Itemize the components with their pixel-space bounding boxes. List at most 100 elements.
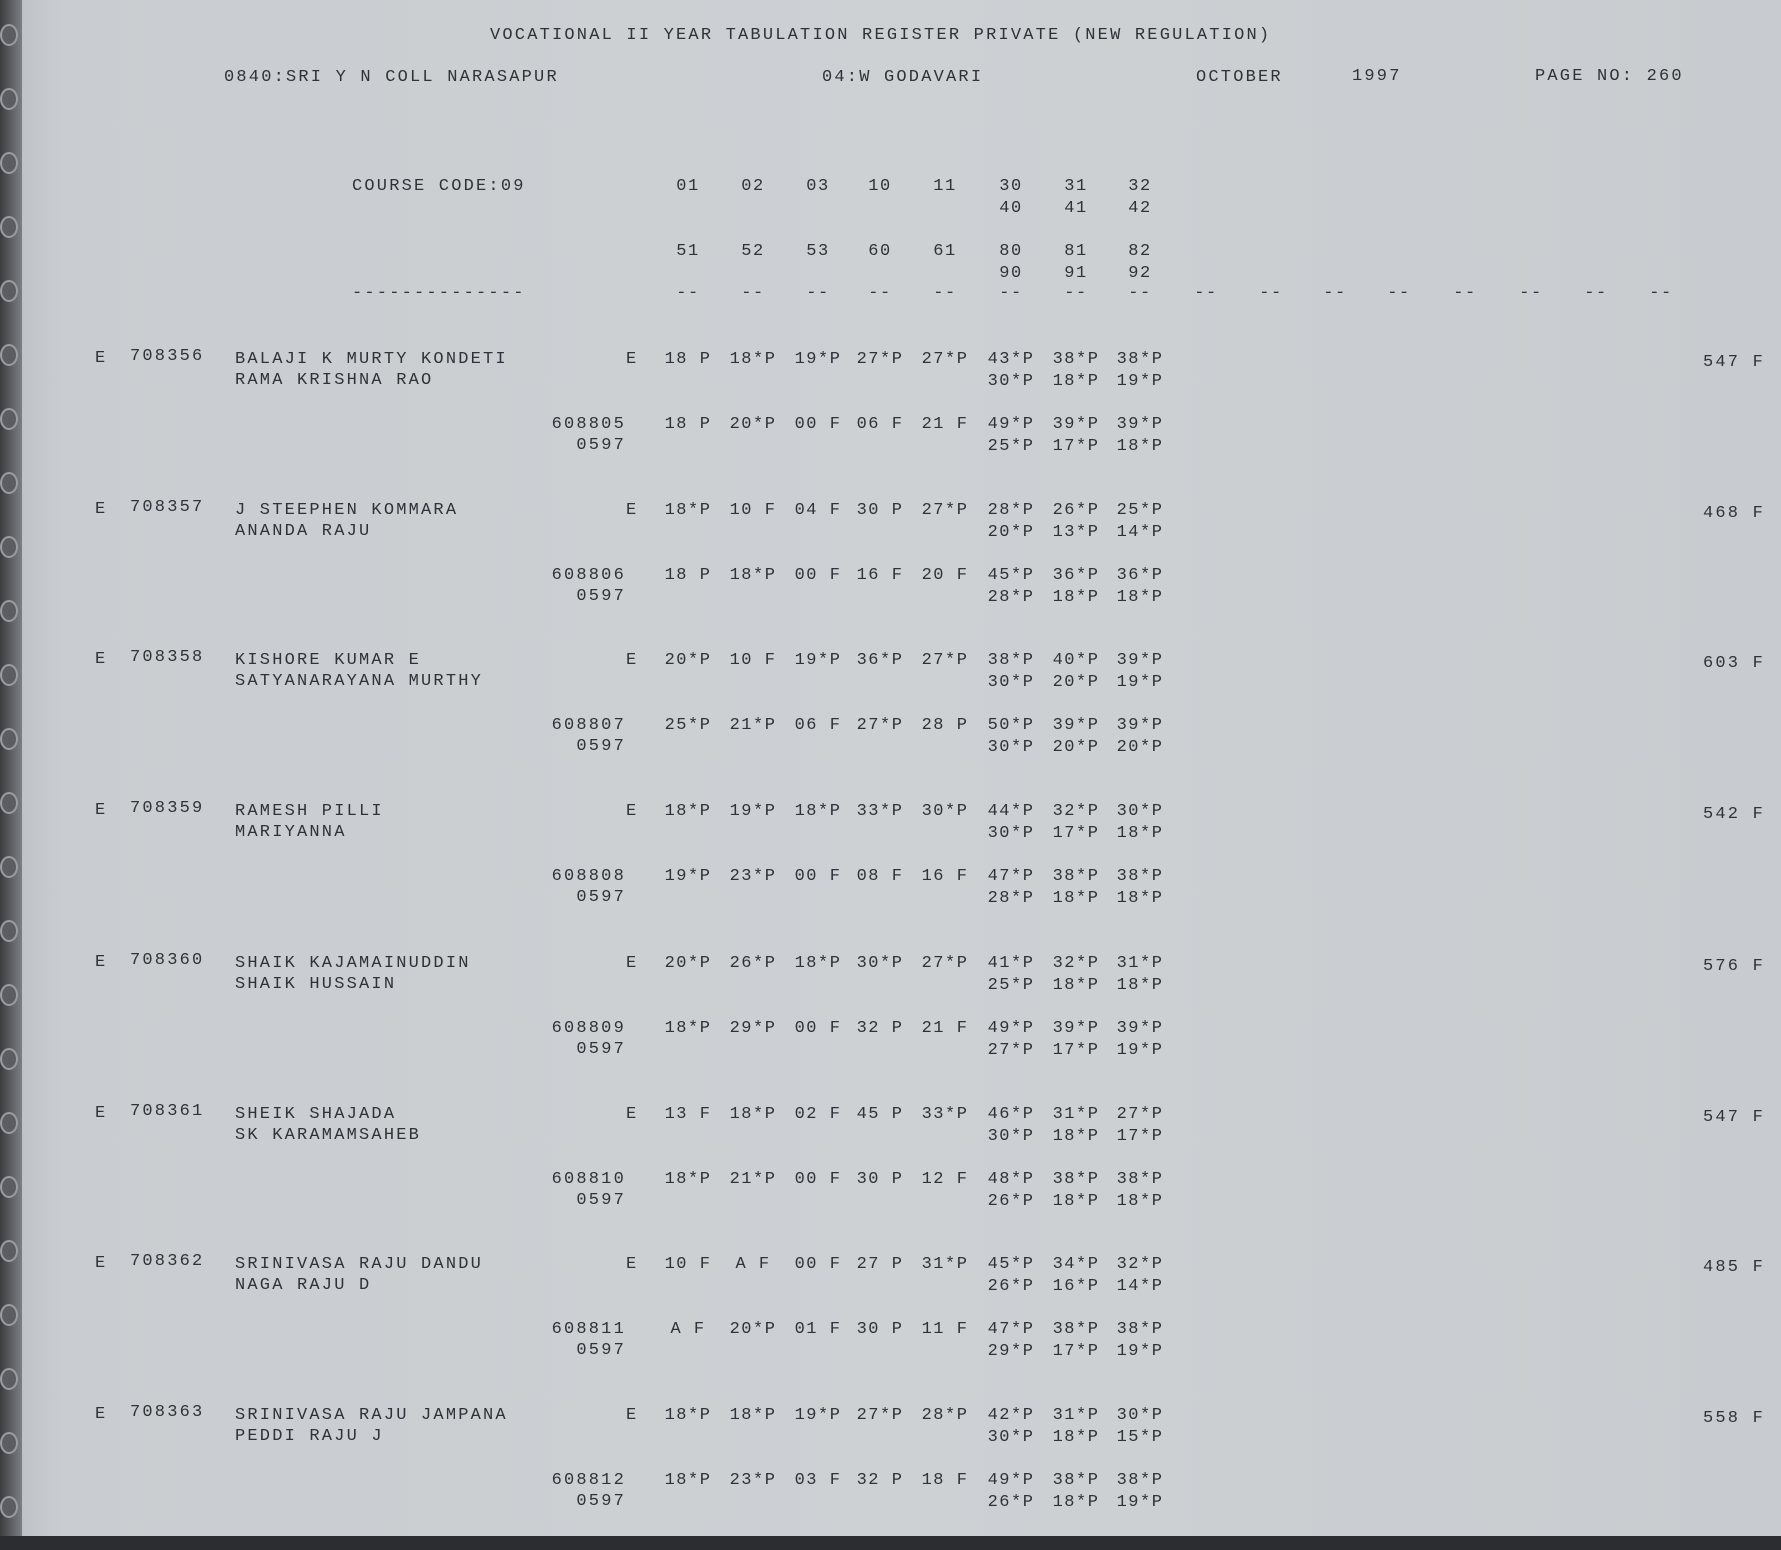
course-code: 10 bbox=[868, 177, 892, 196]
column-dashes: -- bbox=[1259, 284, 1283, 303]
subject-mark: 30*P bbox=[921, 801, 969, 821]
previous-subject-mark: 38*P bbox=[1116, 866, 1164, 886]
binding-hole bbox=[0, 408, 18, 430]
previous-subject-mark: 27*P bbox=[856, 716, 904, 735]
total-marks-result: 468 F bbox=[1703, 503, 1766, 523]
column-dashes: -- bbox=[1519, 284, 1543, 303]
previous-subject-mark: 21 F bbox=[921, 415, 969, 434]
total-marks-result: 603 F bbox=[1703, 654, 1766, 673]
previous-subject-mark: 18 P bbox=[664, 415, 712, 434]
student-flag: E bbox=[95, 1254, 108, 1273]
exam-code: E bbox=[626, 500, 639, 520]
roll-number: 708356 bbox=[130, 347, 205, 366]
previous-subject-mark: 47*P bbox=[987, 1320, 1035, 1339]
exam-code: E bbox=[626, 651, 639, 670]
total-marks-result: 547 F bbox=[1703, 1107, 1766, 1127]
father-name: ANANDA RAJU bbox=[235, 521, 372, 541]
previous-subject-mark: 03 F bbox=[794, 1470, 842, 1490]
student-flag: E bbox=[95, 953, 108, 972]
student-flag: E bbox=[95, 349, 108, 368]
previous-subject-mark: 30 P bbox=[856, 1169, 904, 1189]
previous-exam-code: 0597 bbox=[576, 586, 626, 606]
subject-mark: 10 F bbox=[664, 1255, 712, 1274]
previous-subject-mark: 20*P bbox=[729, 1320, 777, 1339]
subject-mark: 15*P bbox=[1116, 1427, 1164, 1447]
previous-exam-code: 0597 bbox=[576, 436, 626, 455]
column-dashes: -- bbox=[1387, 284, 1411, 303]
subject-mark: 19*P bbox=[1116, 673, 1164, 692]
previous-subject-mark: 25*P bbox=[987, 437, 1035, 456]
student-flag: E bbox=[95, 1404, 108, 1424]
subject-mark: 18*P bbox=[794, 954, 842, 973]
previous-subject-mark: 20*P bbox=[1116, 738, 1164, 757]
student-name: SHEIK SHAJADA bbox=[235, 1104, 397, 1124]
total-marks-result: 542 F bbox=[1703, 804, 1766, 824]
course-code-label: COURSE CODE:09 bbox=[352, 177, 526, 196]
previous-exam-code: 0597 bbox=[576, 887, 626, 907]
subject-mark: 19*P bbox=[1116, 372, 1164, 391]
subject-mark: 26*P bbox=[729, 954, 777, 973]
father-name: RAMA KRISHNA RAO bbox=[235, 371, 434, 390]
course-code: 61 bbox=[933, 242, 957, 261]
previous-subject-mark: 12 F bbox=[921, 1169, 969, 1189]
binding-hole bbox=[0, 856, 18, 878]
total-marks-result: 576 F bbox=[1703, 957, 1766, 976]
subject-mark: 39*P bbox=[1116, 651, 1164, 670]
previous-subject-mark: 39*P bbox=[1052, 716, 1100, 735]
exam-code: E bbox=[626, 1104, 639, 1124]
previous-subject-mark: 38*P bbox=[1116, 1470, 1164, 1490]
subject-mark: 27*P bbox=[921, 651, 969, 670]
roll-number: 708358 bbox=[130, 648, 205, 667]
subject-mark: 27*P bbox=[921, 350, 969, 369]
roll-number: 708361 bbox=[130, 1101, 205, 1121]
previous-subject-mark: 32 P bbox=[856, 1019, 904, 1038]
previous-subject-mark: 18*P bbox=[1052, 587, 1100, 607]
previous-subject-mark: 50*P bbox=[987, 716, 1035, 735]
previous-subject-mark: 08 F bbox=[856, 866, 904, 886]
column-dashes: -- bbox=[999, 284, 1023, 303]
subject-mark: 31*P bbox=[1116, 954, 1164, 973]
subject-mark: 33*P bbox=[856, 801, 904, 821]
binding-hole bbox=[0, 792, 18, 814]
previous-subject-mark: 23*P bbox=[729, 1470, 777, 1490]
subject-mark: 27*P bbox=[856, 350, 904, 369]
subject-mark: 26*P bbox=[1052, 500, 1100, 520]
subject-mark: A F bbox=[735, 1255, 771, 1274]
course-code: 03 bbox=[806, 177, 830, 196]
binder-strip bbox=[0, 0, 22, 1550]
student-flag: E bbox=[95, 499, 108, 519]
total-marks-result: 547 F bbox=[1703, 353, 1766, 372]
subject-mark: 28*P bbox=[921, 1405, 969, 1425]
father-name: SHAIK HUSSAIN bbox=[235, 975, 397, 994]
course-code: 41 bbox=[1064, 199, 1088, 218]
subject-mark: 18*P bbox=[1052, 1427, 1100, 1447]
previous-subject-mark: 48*P bbox=[987, 1169, 1035, 1189]
binding-hole bbox=[0, 472, 18, 494]
column-dashes: -- bbox=[868, 284, 892, 303]
previous-exam-code: 0597 bbox=[576, 737, 626, 756]
previous-subject-mark: 49*P bbox=[987, 415, 1035, 434]
binding-hole bbox=[0, 1432, 18, 1454]
subject-mark: 45*P bbox=[987, 1255, 1035, 1274]
exam-code: E bbox=[626, 1255, 639, 1274]
course-code: 81 bbox=[1064, 242, 1088, 261]
previous-subject-mark: 21*P bbox=[729, 1169, 777, 1189]
subject-mark: 04 F bbox=[794, 500, 842, 520]
student-flag: E bbox=[95, 800, 108, 820]
subject-mark: 26*P bbox=[987, 1277, 1035, 1296]
subject-mark: 13*P bbox=[1052, 522, 1100, 542]
subject-mark: 42*P bbox=[987, 1405, 1035, 1425]
subject-mark: 20*P bbox=[987, 522, 1035, 542]
previous-subject-mark: 00 F bbox=[794, 866, 842, 886]
previous-roll-number: 608807 bbox=[551, 716, 626, 735]
subject-mark: 18*P bbox=[1116, 976, 1164, 995]
binding-hole bbox=[0, 280, 18, 302]
subject-mark: 28*P bbox=[987, 500, 1035, 520]
subject-mark: 36*P bbox=[856, 651, 904, 670]
previous-subject-mark: 28*P bbox=[987, 587, 1035, 607]
course-code: 90 bbox=[999, 264, 1023, 283]
column-dashes: -- bbox=[676, 284, 700, 303]
student-flag: E bbox=[95, 1103, 108, 1123]
previous-subject-mark: 30 P bbox=[856, 1320, 904, 1339]
previous-subject-mark: 29*P bbox=[729, 1019, 777, 1038]
